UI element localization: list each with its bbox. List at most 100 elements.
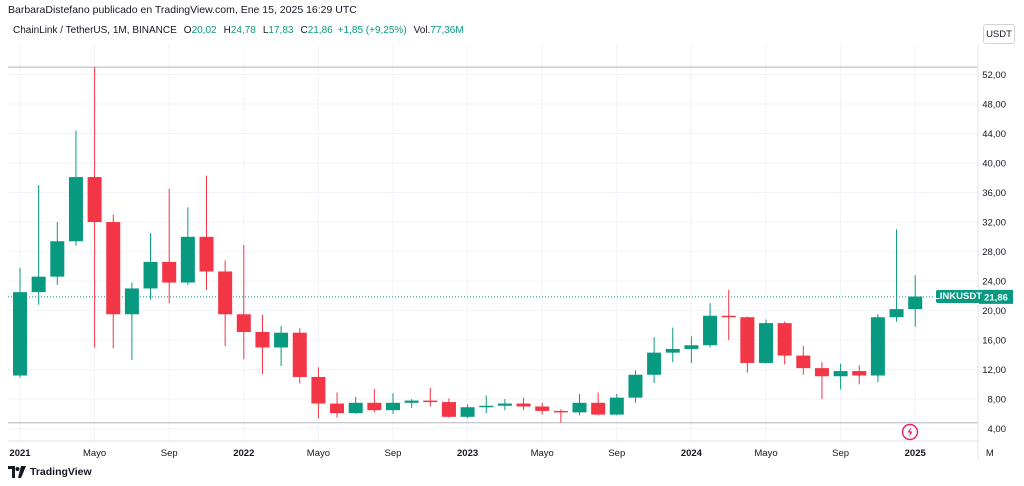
- candle-body: [759, 323, 773, 363]
- x-tick-label: 2022: [233, 448, 254, 459]
- tradingview-wordmark: TradingView: [30, 466, 92, 478]
- candle-body: [68, 177, 83, 242]
- low-value: 17,83: [268, 25, 294, 36]
- candle-body: [497, 403, 512, 406]
- candle-body: [703, 315, 718, 346]
- candle-body: [423, 400, 438, 403]
- x-tick-label: 2023: [457, 448, 478, 459]
- x-tick-label: Mayo: [531, 448, 554, 459]
- candle-body: [889, 309, 904, 318]
- ohlc-legend: ChainLink / TetherUS, 1M, BINANCE O 20,02…: [13, 25, 464, 36]
- candle-body: [441, 402, 456, 417]
- x-tick-label: Sep: [608, 448, 625, 459]
- candle-body: [124, 288, 139, 315]
- x-tick-label: Sep: [161, 448, 178, 459]
- candle-body: [740, 317, 755, 363]
- x-tick-label: 2024: [681, 448, 703, 459]
- y-tick-label: 52,00: [982, 70, 1006, 81]
- candle-body: [367, 402, 382, 411]
- x-tick-label: Sep: [385, 448, 402, 459]
- change-value: +1,85 (+9,25%): [337, 25, 407, 36]
- high-label: H: [223, 25, 231, 36]
- x-tick-label: 2021: [9, 448, 31, 459]
- last-price-axis-badge: [979, 289, 1013, 304]
- candle-body: [647, 352, 662, 375]
- candle-body: [50, 241, 65, 277]
- candle-body: [777, 323, 792, 356]
- publication-attribution: BarbaraDistefano publicado en TradingVie…: [8, 4, 357, 16]
- candle-body: [180, 236, 195, 283]
- close-label: C: [300, 25, 308, 36]
- y-tick-label: 36,00: [982, 188, 1006, 199]
- candle-body: [31, 276, 46, 293]
- open-value: 20,02: [191, 25, 217, 36]
- y-tick-label: 8,00: [988, 395, 1007, 406]
- candle-body: [591, 402, 606, 415]
- event-flash-icon[interactable]: [901, 423, 919, 441]
- y-tick-label: 28,00: [982, 247, 1006, 258]
- candle-body: [535, 406, 550, 411]
- candle-body: [218, 271, 233, 315]
- tradingview-brand[interactable]: TradingView: [8, 466, 92, 478]
- grid-lines: [8, 45, 978, 441]
- candle-body: [665, 348, 680, 353]
- x-tick-label: Mayo: [754, 448, 777, 459]
- candle-body: [852, 371, 867, 376]
- candle-body: [162, 261, 177, 283]
- candle-body: [833, 371, 848, 377]
- candle-body: [386, 402, 400, 411]
- candle-body: [311, 376, 326, 404]
- candle-body: [908, 296, 923, 310]
- currency-button[interactable]: USDT: [983, 24, 1015, 44]
- candle-body: [255, 331, 270, 348]
- y-tick-label: 48,00: [982, 100, 1006, 111]
- candle-body: [460, 407, 475, 417]
- y-tick-label: 44,00: [982, 129, 1006, 140]
- time-axis[interactable]: 2021 Mayo Sep 2022 Mayo Sep 2023 Mayo Sep 2024 May…: [8, 440, 994, 459]
- volume-value: 77,36M: [430, 25, 464, 36]
- candle-body: [292, 332, 307, 377]
- candle-body: [814, 368, 829, 377]
- price-tag-symbol: LINKUSDT: [933, 291, 983, 303]
- candle-body: [330, 403, 345, 414]
- x-tick-label: Mayo: [307, 448, 330, 459]
- tradingview-logo-icon: [8, 466, 26, 478]
- y-tick-label: 12,00: [982, 365, 1006, 376]
- x-tick-label: Mayo: [83, 448, 106, 459]
- candle-body: [516, 403, 531, 407]
- candle-body: [684, 345, 699, 349]
- price-axis[interactable]: 4,00 8,00 12,00 16,00 20,00 24,00 28,00 32,00 36…: [977, 45, 1013, 460]
- candle-body: [628, 374, 643, 398]
- last-price-axis-label: 21,86: [984, 292, 1008, 303]
- candle-body: [479, 405, 494, 408]
- candle-body: [143, 261, 158, 289]
- candle-body: [609, 397, 624, 415]
- last-price-tag: LINKUSDT: [933, 290, 983, 304]
- candle-body: [236, 314, 251, 332]
- candle-body: [870, 317, 885, 376]
- open-label: O: [183, 25, 192, 36]
- y-tick-label: 24,00: [982, 277, 1006, 288]
- symbol-title[interactable]: ChainLink / TetherUS, 1M, BINANCE: [13, 25, 177, 36]
- x-tick-label: M: [986, 448, 994, 459]
- candle-body: [106, 222, 121, 315]
- candle-body: [199, 236, 214, 272]
- candle-body: [87, 177, 102, 223]
- y-tick-label: 40,00: [982, 159, 1006, 170]
- x-tick-label: Sep: [832, 448, 849, 459]
- close-value: 21,86: [307, 25, 333, 36]
- volume-label: Vol.: [413, 25, 431, 36]
- candlesticks: [13, 67, 923, 423]
- y-tick-label: 16,00: [982, 336, 1006, 347]
- high-value: 24,78: [230, 25, 256, 36]
- low-label: L: [262, 25, 269, 36]
- candle-body: [796, 355, 811, 369]
- candle-body: [721, 315, 736, 318]
- x-tick-label: 2025: [905, 448, 927, 459]
- candle-body: [13, 292, 27, 376]
- range-lines: [8, 66, 978, 424]
- candle-body: [572, 402, 587, 413]
- candle-body: [274, 332, 289, 348]
- candle-body: [404, 400, 419, 403]
